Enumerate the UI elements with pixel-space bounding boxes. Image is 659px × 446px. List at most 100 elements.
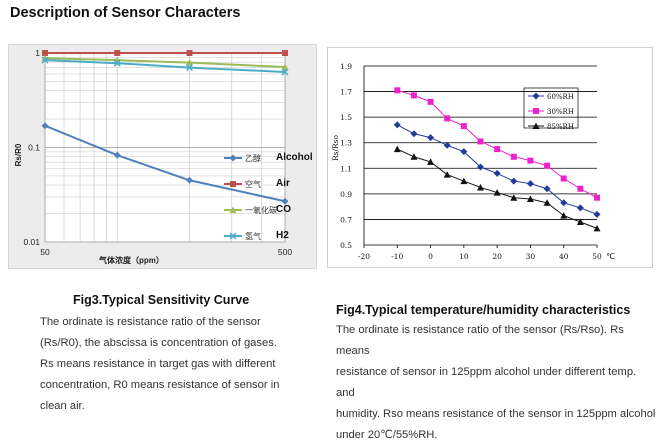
legend-label: 85%RH (547, 123, 574, 131)
data-point (113, 59, 121, 67)
data-point (281, 197, 289, 205)
fig4-caption: Fig4.Typical temperature/humidity charac… (336, 303, 631, 317)
data-point (185, 64, 194, 72)
x-tick-label: 50 (592, 252, 602, 261)
data-point (113, 151, 121, 159)
data-point (477, 163, 484, 171)
legend-label: 30%RH (547, 108, 574, 116)
data-point (393, 121, 401, 129)
legend-marker (533, 108, 539, 114)
legend-box (523, 87, 579, 129)
data-point (510, 194, 518, 201)
temp-humidity-chart: 0.5 0.7 0.9 1.1 1.3 1.5 1.7 1.9 -20 -10 0 10 20 30 40 5… (331, 62, 615, 261)
data-point (510, 177, 518, 185)
section-heading: Description of Sensor Characters (10, 5, 241, 21)
x-tick-label: 30 (526, 252, 536, 261)
data-point (427, 158, 435, 165)
fig4-text-line: resistance of sensor in 125ppm alcohol u… (336, 366, 637, 399)
legend-marker (229, 232, 237, 240)
x-tick-label: 50 (40, 247, 50, 257)
data-point (460, 123, 467, 130)
data-point (477, 183, 484, 191)
data-point (410, 92, 417, 99)
data-point (576, 218, 584, 225)
legend-marker (229, 206, 237, 213)
data-point (185, 176, 193, 184)
x-tick-label: 500 (278, 247, 292, 257)
fig3-text-line: concentration, R0 means resistance of se… (40, 379, 280, 391)
data-point (282, 50, 288, 56)
legend-label: 氢气 (245, 231, 261, 241)
legend-label: 空气 (245, 179, 261, 189)
x-tick-label: 20 (492, 252, 502, 261)
data-point (477, 138, 484, 145)
data-point (493, 169, 501, 177)
legend-marker (532, 122, 540, 129)
data-point (543, 199, 551, 206)
x-tick-label: 40 (559, 252, 569, 261)
fig4-text-line: under 20℃/55%RH. (336, 429, 438, 441)
legend-label: 一氧化碳 (245, 205, 277, 215)
fig3-text-line: (Rs/R0), the abscissa is concentration o… (40, 337, 277, 349)
series-name-label: Air (276, 178, 290, 189)
series-line (397, 148, 598, 229)
series-name-label: Alcohol (276, 152, 313, 163)
y-tick-label: 1 (35, 48, 40, 58)
series-line (397, 124, 598, 215)
data-point (410, 130, 418, 138)
y-tick-label: 1.7 (340, 88, 352, 97)
data-point (594, 194, 600, 201)
data-point (41, 56, 49, 64)
temp-humidity-chart-panel: 0.5 0.7 0.9 1.1 1.3 1.5 1.7 1.9 -20 -10 0 10 20 30 40 5… (327, 47, 653, 268)
data-point (185, 59, 193, 66)
y-tick-label: 1.3 (340, 139, 352, 148)
data-point (493, 189, 501, 196)
legend-marker (532, 92, 540, 100)
y-tick-label: 1.5 (340, 113, 352, 122)
data-point (494, 146, 501, 153)
y-tick-label: 0.1 (28, 143, 40, 153)
data-point (510, 153, 517, 160)
data-point (393, 145, 401, 153)
legend-label: 60%RH (547, 93, 574, 101)
y-tick-label: 0.9 (340, 190, 352, 199)
data-point (427, 98, 434, 105)
series-line (44, 57, 286, 69)
sensitivity-chart-panel: 1 0.1 0.01 50 500 气体浓度（ppm） Rs/R0 乙醇 Alcohol 空气 Ai… (8, 44, 317, 269)
data-point (394, 87, 401, 94)
data-point (543, 185, 551, 193)
legend-marker (229, 154, 237, 162)
data-point (114, 50, 121, 56)
x-tick-label: 10 (459, 252, 469, 261)
fig4-text-line: The ordinate is resistance ratio of the … (336, 324, 624, 357)
data-point (41, 122, 49, 130)
data-point (186, 50, 193, 56)
legend-label: 乙醇 (245, 153, 261, 163)
legend-marker (230, 181, 236, 187)
data-point (460, 148, 468, 156)
data-point (576, 204, 584, 212)
x-axis-label: 气体浓度（ppm） (98, 255, 164, 265)
series-line (397, 89, 598, 199)
series-name-label: CO (276, 204, 291, 215)
data-point (593, 224, 601, 232)
fig3-text-line: Rs means resistance in target gas with d… (40, 358, 276, 370)
data-point (281, 68, 289, 76)
series-name-label: H2 (276, 230, 289, 241)
y-tick-label: 0.7 (340, 215, 352, 224)
data-point (42, 50, 48, 56)
data-point (443, 141, 451, 149)
y-tick-label: 1.1 (340, 164, 352, 173)
x-unit-label: ℃ (606, 252, 615, 261)
x-tick-label: 0 (428, 252, 433, 261)
y-axis-label: Rs/R0 (14, 143, 23, 166)
data-point (444, 115, 451, 122)
data-point (526, 195, 534, 202)
y-axis-label: Rs/Rso (331, 135, 340, 162)
data-point (560, 175, 567, 182)
y-tick-label: 1.9 (340, 62, 352, 71)
data-point (281, 63, 289, 71)
fig3-caption: Fig3.Typical Sensitivity Curve (73, 293, 250, 307)
y-tick-label: 0.5 (340, 241, 352, 250)
